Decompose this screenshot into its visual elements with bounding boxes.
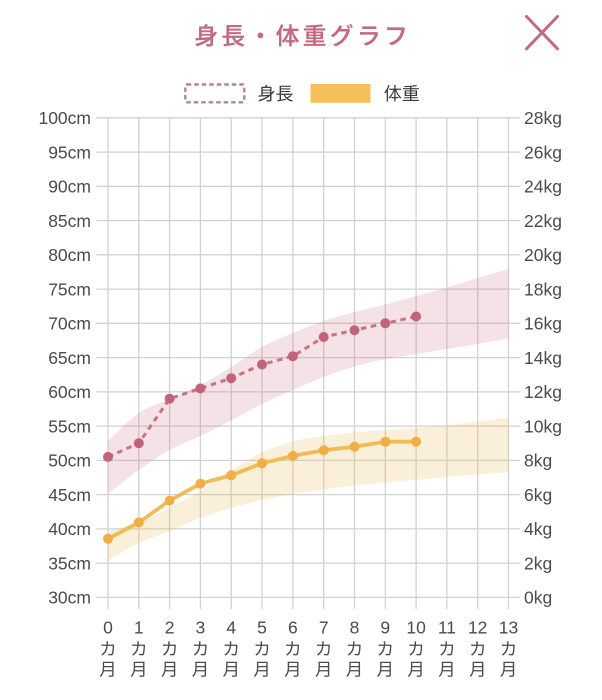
svg-text:10kg: 10kg (524, 416, 562, 436)
svg-text:13: 13 (499, 618, 518, 638)
svg-text:45cm: 45cm (48, 485, 91, 505)
svg-text:35cm: 35cm (48, 553, 91, 573)
svg-text:16kg: 16kg (524, 314, 562, 334)
svg-text:80cm: 80cm (48, 245, 91, 265)
svg-text:12kg: 12kg (524, 382, 562, 402)
svg-text:1: 1 (134, 618, 144, 638)
svg-text:50cm: 50cm (48, 451, 91, 471)
svg-text:26kg: 26kg (524, 142, 562, 162)
svg-text:14kg: 14kg (524, 348, 562, 368)
svg-text:55cm: 55cm (48, 416, 91, 436)
svg-text:4: 4 (226, 618, 236, 638)
svg-text:3: 3 (196, 618, 206, 638)
svg-text:0kg: 0kg (524, 588, 552, 608)
svg-text:7: 7 (319, 618, 329, 638)
svg-text:30cm: 30cm (48, 588, 91, 608)
svg-text:28kg: 28kg (524, 108, 562, 128)
svg-text:10: 10 (406, 618, 426, 638)
svg-text:60cm: 60cm (48, 382, 91, 402)
svg-text:5: 5 (257, 618, 267, 638)
svg-text:9: 9 (380, 618, 390, 638)
svg-text:65cm: 65cm (48, 348, 91, 368)
svg-text:2kg: 2kg (524, 553, 552, 573)
svg-text:95cm: 95cm (48, 142, 91, 162)
svg-text:8: 8 (350, 618, 360, 638)
svg-text:85cm: 85cm (48, 211, 91, 231)
svg-text:0: 0 (103, 618, 113, 638)
svg-text:4kg: 4kg (524, 519, 552, 539)
svg-text:70cm: 70cm (48, 314, 91, 334)
svg-text:12: 12 (468, 618, 487, 638)
svg-text:22kg: 22kg (524, 211, 562, 231)
svg-text:11: 11 (438, 618, 456, 638)
svg-text:100cm: 100cm (38, 108, 91, 128)
svg-text:90cm: 90cm (48, 177, 91, 197)
svg-text:20kg: 20kg (524, 245, 562, 265)
svg-text:18kg: 18kg (524, 279, 562, 299)
svg-text:75cm: 75cm (48, 279, 91, 299)
svg-text:24kg: 24kg (524, 177, 562, 197)
svg-text:6kg: 6kg (524, 485, 552, 505)
svg-text:2: 2 (165, 618, 175, 638)
svg-text:40cm: 40cm (48, 519, 91, 539)
svg-text:6: 6 (288, 618, 298, 638)
svg-text:8kg: 8kg (524, 451, 552, 471)
